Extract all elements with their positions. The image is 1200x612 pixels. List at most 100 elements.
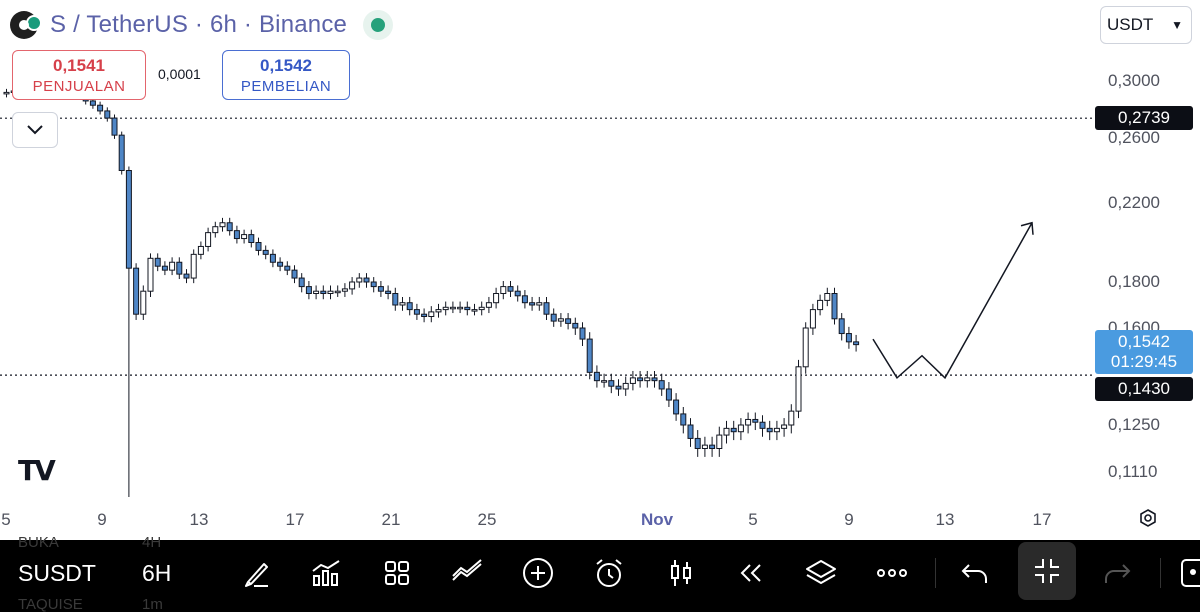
market-status-indicator[interactable] xyxy=(363,10,394,40)
ghost-text: BUKA xyxy=(18,534,59,551)
time-axis-label: 17 xyxy=(1032,510,1052,529)
candle xyxy=(370,277,377,293)
ghost-text: 1m xyxy=(142,596,163,612)
candle xyxy=(111,114,118,139)
candle xyxy=(248,229,255,248)
compare-icon[interactable] xyxy=(450,556,484,590)
candle xyxy=(507,281,514,297)
brush-icon[interactable] xyxy=(240,556,274,590)
tradingview-logo-icon: TV xyxy=(18,454,56,487)
candle xyxy=(212,221,219,238)
candle xyxy=(291,265,298,284)
chart-area[interactable]: S / TetherUS · 6h · Binance USDT ▼ 0,154… xyxy=(0,0,1200,540)
candle xyxy=(233,225,240,244)
candle xyxy=(327,285,334,300)
live-price: 0,1542 xyxy=(1118,332,1170,351)
layers-icon[interactable] xyxy=(804,556,838,590)
bar-countdown: 01:29:45 xyxy=(1110,352,1178,371)
candle xyxy=(485,296,492,314)
indicators-icon[interactable] xyxy=(309,556,343,590)
candles-icon[interactable] xyxy=(664,556,698,590)
candle xyxy=(629,370,636,391)
symbol-title[interactable]: S / TetherUS · 6h · Binance xyxy=(50,11,348,38)
candle xyxy=(197,241,204,260)
candle xyxy=(759,415,766,437)
price-axis-label: 0,1800 xyxy=(1108,272,1160,291)
time-axis-label: 5 xyxy=(748,510,758,529)
chevron-down-icon xyxy=(27,125,43,135)
candle xyxy=(586,332,593,380)
arrow-head-icon xyxy=(1020,221,1034,235)
candle xyxy=(341,283,348,297)
scroll-to-realtime-icon[interactable] xyxy=(1138,508,1158,528)
candle xyxy=(752,412,759,431)
market-open-dot-icon xyxy=(371,18,386,32)
candle xyxy=(687,418,694,447)
candle xyxy=(781,418,788,437)
candle xyxy=(773,420,780,441)
layout-grid-icon[interactable] xyxy=(380,556,414,590)
candle xyxy=(313,285,320,300)
candle xyxy=(651,370,658,388)
time-axis-label: 17 xyxy=(285,510,305,529)
sell-button[interactable]: 0,1541 PENJUALAN xyxy=(12,50,146,100)
candle xyxy=(572,317,579,335)
horizontal-line-price-tag[interactable]: 0,2739 xyxy=(1095,106,1193,130)
add-icon[interactable] xyxy=(521,556,555,590)
candle xyxy=(428,306,435,323)
candle xyxy=(550,308,557,327)
candles-group xyxy=(3,77,860,497)
candle xyxy=(701,436,708,457)
collapse-legend-button[interactable] xyxy=(12,112,58,148)
currency-select[interactable]: USDT ▼ xyxy=(1100,6,1192,44)
candle xyxy=(557,313,564,327)
interval-button[interactable]: 6H xyxy=(142,560,172,586)
candle xyxy=(277,257,284,272)
symbol-header[interactable]: S / TetherUS · 6h · Binance xyxy=(10,8,394,42)
alert-clock-icon[interactable] xyxy=(592,556,626,590)
sell-label: PENJUALAN xyxy=(32,78,126,95)
candle xyxy=(658,373,665,396)
price-axis-label: 0,2600 xyxy=(1108,128,1160,147)
candle xyxy=(421,308,428,323)
candle xyxy=(809,303,816,335)
candle xyxy=(269,249,276,268)
candle xyxy=(262,245,269,260)
candle xyxy=(853,334,860,352)
fullscreen-exit-button[interactable] xyxy=(1018,542,1076,600)
price-axis-label: 0,1110 xyxy=(1108,462,1158,481)
replay-icon[interactable] xyxy=(733,556,767,590)
candle xyxy=(154,253,161,272)
candle xyxy=(802,322,809,374)
projection-path[interactable] xyxy=(872,222,1033,380)
horizontal-line-price-tag[interactable]: 0,1430 xyxy=(1095,377,1193,401)
candle xyxy=(521,290,528,309)
candle xyxy=(104,107,111,122)
candle xyxy=(161,261,168,276)
time-axis-label: 13 xyxy=(935,510,955,529)
candle xyxy=(226,217,233,236)
undo-icon[interactable] xyxy=(958,556,992,590)
time-axis-label: 25 xyxy=(477,510,497,529)
candle xyxy=(709,436,716,457)
redo-icon[interactable] xyxy=(1100,556,1134,590)
spread-value: 0,0001 xyxy=(158,66,201,82)
candle xyxy=(457,301,464,314)
candlestick-chart[interactable] xyxy=(0,0,1200,540)
candle xyxy=(745,412,752,434)
symbol-button[interactable]: SUSDT xyxy=(18,560,96,586)
toolbar-divider xyxy=(1160,558,1161,588)
candle xyxy=(680,406,687,434)
candle xyxy=(845,326,852,349)
buy-button[interactable]: 0,1542 PEMBELIAN xyxy=(222,50,350,100)
candle xyxy=(399,296,406,311)
sell-price: 0,1541 xyxy=(53,56,105,75)
candle xyxy=(737,418,744,441)
bottom-toolbar: BUKA 4H TAQUISE 1m SUSDT 6H xyxy=(0,534,1200,612)
buy-price: 0,1542 xyxy=(260,56,312,75)
candle xyxy=(579,322,586,347)
price-axis-label: 0,1250 xyxy=(1108,415,1160,434)
share-icon[interactable] xyxy=(1178,556,1200,590)
more-icon[interactable] xyxy=(875,556,909,590)
candle xyxy=(601,373,608,388)
